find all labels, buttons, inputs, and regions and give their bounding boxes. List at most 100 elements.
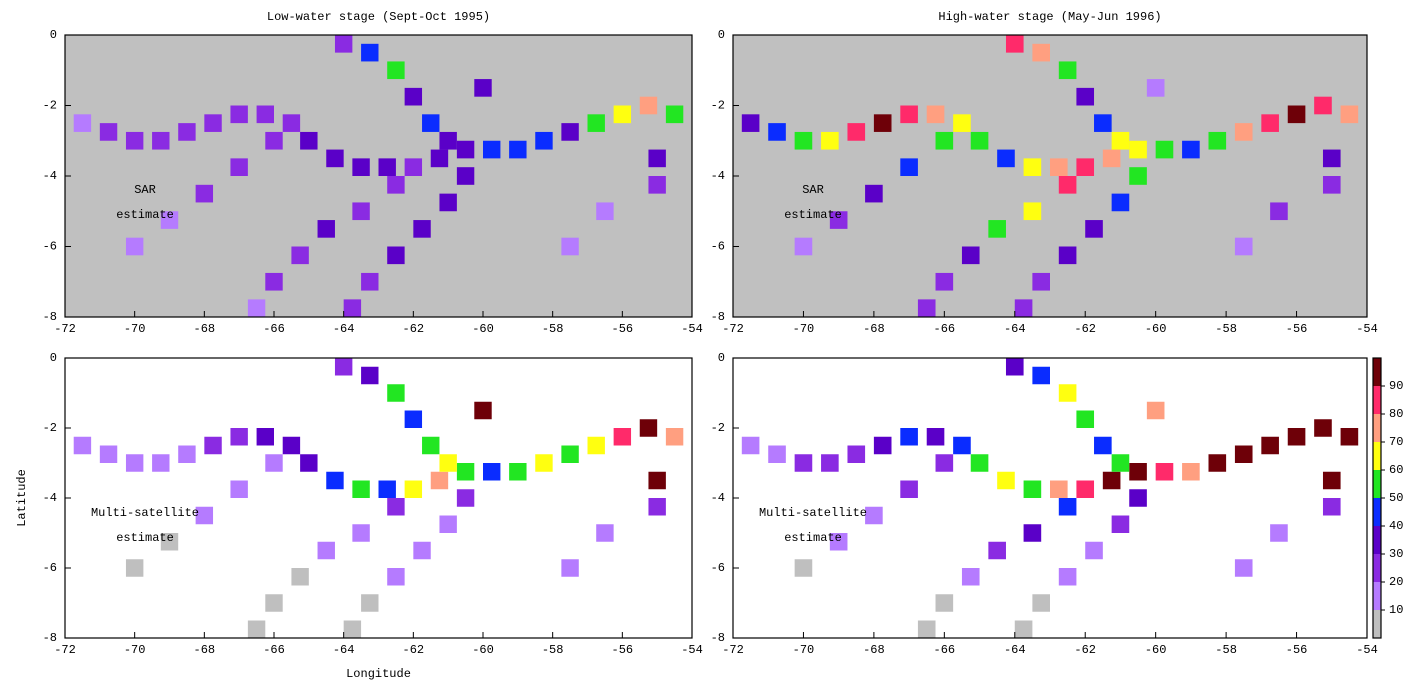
cell — [935, 594, 954, 612]
cell — [1129, 140, 1147, 159]
cell — [935, 272, 954, 291]
cell — [439, 454, 457, 472]
cell — [125, 454, 144, 472]
cell — [821, 131, 839, 150]
cell — [1023, 480, 1042, 498]
cell — [1322, 498, 1341, 516]
cell — [456, 463, 475, 481]
colorbar-label: 50 — [1389, 491, 1403, 505]
cell — [430, 149, 449, 168]
cell — [561, 559, 579, 577]
x-tick-label: -66 — [934, 322, 956, 336]
cell — [794, 237, 813, 256]
x-tick-label: -56 — [1286, 322, 1308, 336]
cell — [195, 506, 214, 525]
cell — [387, 568, 405, 586]
cell — [352, 202, 370, 221]
cell — [1270, 524, 1288, 542]
cell — [829, 533, 848, 551]
cell — [430, 471, 449, 490]
cell — [1102, 149, 1121, 168]
cell — [1023, 202, 1042, 221]
cell — [317, 220, 335, 238]
cell — [900, 105, 918, 124]
cell — [953, 114, 971, 132]
x-tick-label: -60 — [472, 643, 494, 657]
y-tick-label: -6 — [43, 240, 57, 254]
x-tick-label: -64 — [333, 322, 355, 336]
colorbar-swatch — [1373, 386, 1381, 414]
cell — [291, 568, 309, 586]
cell — [1261, 436, 1279, 455]
cell — [1032, 43, 1050, 62]
cell — [648, 176, 666, 194]
x-axis-label: Longitude — [346, 667, 411, 681]
cell — [73, 114, 92, 132]
cell — [794, 559, 813, 577]
cell — [1085, 541, 1103, 560]
cell — [1155, 463, 1174, 481]
cell — [970, 131, 989, 150]
annotation: estimate — [116, 208, 174, 222]
cell — [1058, 246, 1077, 265]
x-tick-label: -58 — [542, 643, 564, 657]
colorbar-swatch — [1373, 582, 1381, 610]
cell — [768, 123, 786, 141]
cell — [125, 559, 144, 577]
x-tick-label: -70 — [124, 643, 146, 657]
cell — [1322, 176, 1341, 194]
colorbar-swatch — [1373, 526, 1381, 554]
x-tick-label: -58 — [1215, 322, 1237, 336]
cell — [865, 506, 883, 525]
cell — [1322, 149, 1341, 168]
cell — [99, 123, 118, 141]
cell — [334, 35, 353, 53]
cell — [587, 436, 605, 455]
x-tick-label: -54 — [1356, 643, 1378, 657]
x-tick-label: -54 — [681, 643, 703, 657]
cell — [1014, 299, 1033, 317]
colorbar-swatch — [1373, 442, 1381, 470]
cell — [361, 594, 379, 612]
y-tick-label: -8 — [711, 631, 725, 645]
cell — [1076, 158, 1095, 176]
cell — [1014, 620, 1033, 638]
cell — [265, 272, 283, 291]
cell — [741, 114, 760, 132]
cell — [1287, 428, 1306, 446]
cell — [300, 131, 318, 150]
cell — [387, 246, 405, 265]
colorbar-label: 30 — [1389, 547, 1403, 561]
cell — [1314, 96, 1332, 115]
x-tick-label: -58 — [1215, 643, 1237, 657]
cell — [953, 436, 971, 455]
cell — [160, 211, 179, 229]
x-tick-label: -72 — [54, 643, 76, 657]
cell — [1261, 114, 1279, 132]
cell — [291, 246, 309, 265]
cell — [361, 272, 379, 291]
colorbar-swatch — [1373, 414, 1381, 442]
cell — [665, 428, 684, 446]
x-tick-label: -70 — [793, 322, 815, 336]
colorbar-label: 80 — [1389, 407, 1403, 421]
cell — [1287, 105, 1306, 124]
cell — [1208, 454, 1227, 472]
cell — [1058, 498, 1077, 516]
cell — [648, 149, 666, 168]
x-tick-label: -56 — [612, 322, 634, 336]
y-tick-label: -8 — [43, 631, 57, 645]
cell — [483, 140, 501, 159]
x-tick-label: -64 — [1004, 322, 1026, 336]
cell — [1129, 463, 1147, 481]
cell — [1111, 454, 1130, 472]
y-axis-label: Latitude — [15, 469, 29, 527]
cell — [865, 184, 883, 203]
cell — [1146, 79, 1165, 97]
y-tick-label: -8 — [711, 310, 725, 324]
x-tick-label: -68 — [863, 322, 885, 336]
cell — [352, 158, 370, 176]
cell — [1085, 220, 1103, 238]
y-tick-label: -2 — [711, 421, 725, 435]
cell — [900, 480, 918, 498]
